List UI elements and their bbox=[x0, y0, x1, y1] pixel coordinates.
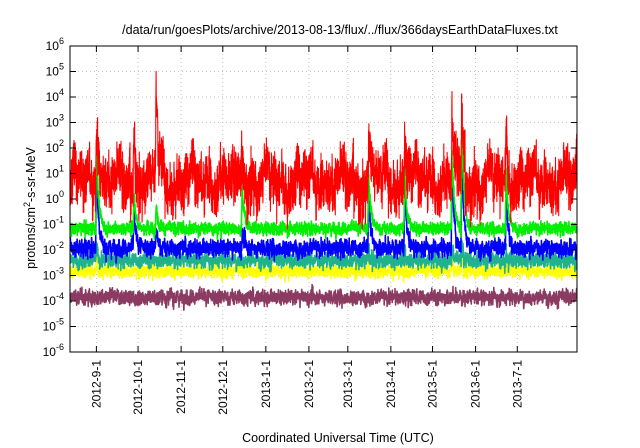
series-line-green bbox=[70, 126, 577, 240]
x-tick-label: 2012-11-1 bbox=[174, 360, 188, 414]
y-tick-label: 10-2 bbox=[43, 240, 64, 257]
x-tick-label: 2013-1-1 bbox=[259, 360, 273, 408]
y-tick-label: 100 bbox=[46, 189, 64, 206]
plot-area bbox=[70, 46, 577, 352]
y-tick-label: 10-6 bbox=[43, 342, 64, 359]
y-tick-label: 101 bbox=[46, 164, 64, 181]
y-tick-label: 102 bbox=[46, 138, 64, 155]
series-line-purple bbox=[70, 283, 577, 311]
axes: 10-6 10-5 10-4 10-3 10-2 10-1 100 101 102 103 104 1… bbox=[43, 36, 578, 415]
y-tick-label: 10-5 bbox=[43, 317, 64, 334]
x-tick-label: 2012-12-1 bbox=[216, 360, 230, 415]
x-tick-label: 2013-5-1 bbox=[426, 360, 440, 408]
y-tick-label: 10-1 bbox=[43, 215, 64, 232]
y-tick-label: 10-4 bbox=[43, 291, 64, 308]
series-line-yellow bbox=[70, 251, 577, 283]
x-tick-label: 2013-6-1 bbox=[469, 360, 483, 408]
series-line-blue bbox=[70, 151, 577, 264]
x-tick-label: 2013-7-1 bbox=[510, 360, 524, 408]
y-tick-label: 104 bbox=[46, 87, 64, 104]
x-tick-label: 2013-2-1 bbox=[302, 360, 316, 408]
x-tick-label: 2013-3-1 bbox=[341, 360, 355, 408]
series-line-teal bbox=[70, 239, 577, 274]
y-axis-label: protons/cm2-s-sr-MeV bbox=[22, 146, 38, 268]
y-tick-label: 105 bbox=[46, 62, 64, 79]
y-tick-label: 103 bbox=[46, 113, 64, 130]
series-line-red bbox=[70, 70, 577, 230]
chart-title: /data/run/goesPlots/archive/2013-08-13/f… bbox=[122, 23, 558, 37]
y-tick-label: 106 bbox=[46, 36, 64, 53]
series-group bbox=[70, 70, 577, 311]
x-tick-label: 2012-9-1 bbox=[89, 360, 103, 408]
y-tick-label: 10-3 bbox=[43, 266, 64, 283]
x-tick-label: 2013-4-1 bbox=[384, 360, 398, 408]
x-axis-label: Coordinated Universal Time (UTC) bbox=[242, 431, 434, 445]
x-tick-label: 2012-10-1 bbox=[131, 360, 145, 415]
